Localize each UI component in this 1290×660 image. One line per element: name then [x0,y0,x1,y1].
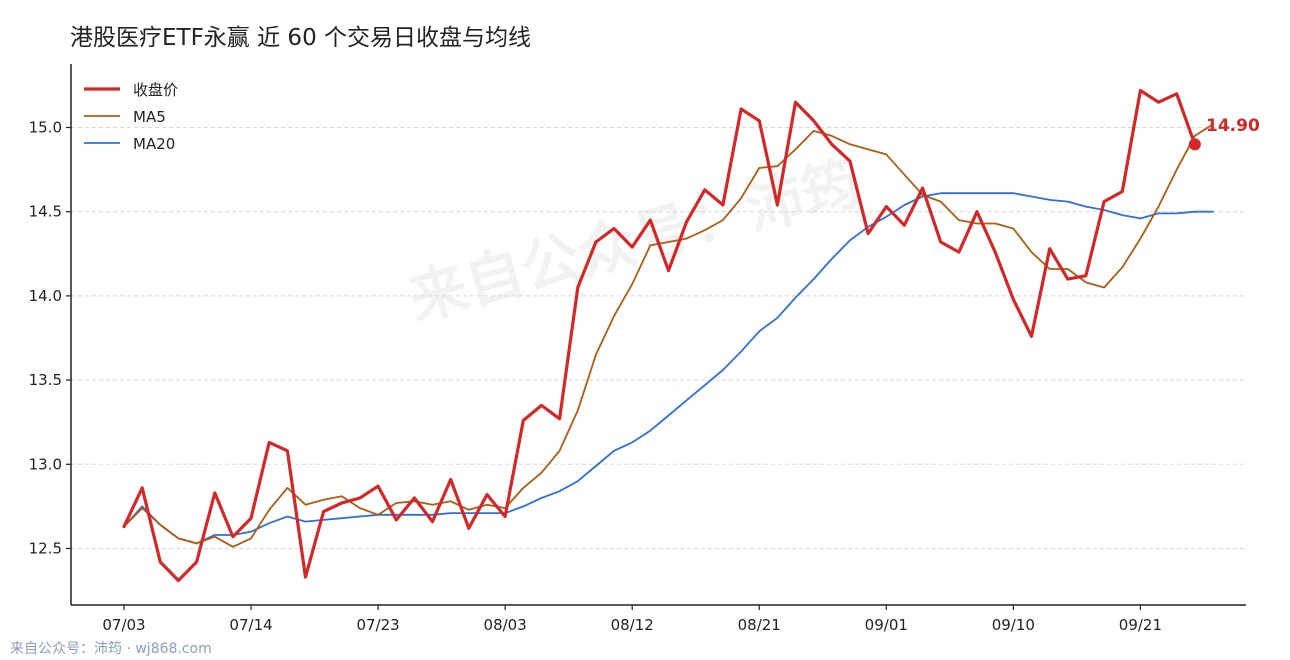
tick-labels: 12.5 13.0 13.5 14.0 14.5 15.0 07/03 07/14 07/23 0… [29,119,1162,635]
x-tick-label: 08/12 [611,616,654,634]
y-tick-label: 13.5 [29,371,62,389]
series-line-close [122,88,1197,583]
series-line-ma20 [123,192,1214,545]
chart-title: 港股医疗ETF永赢 近 60 个交易日收盘与均线 [70,25,532,51]
x-tick-label: 07/03 [102,616,145,634]
series-lines [122,88,1214,583]
y-tick-label: 14.5 [29,203,62,221]
last-point-dot [1188,138,1201,151]
last-point-label: 14.90 [1206,116,1260,136]
series-line-ma5 [123,123,1214,548]
x-tick-label: 09/21 [1119,616,1162,634]
legend-label: MA5 [133,108,166,126]
x-tick-label: 09/10 [992,616,1035,634]
axes [70,64,1246,606]
x-tick-label: 09/01 [865,616,908,634]
x-tick-label: 07/14 [229,616,272,634]
x-tick-label: 08/21 [738,616,781,634]
x-tick-label: 07/23 [356,616,399,634]
legend-label: 收盘价 [133,81,178,99]
last-point-marker: 14.90 [1188,116,1260,151]
y-tick-label: 14.0 [29,287,62,305]
legend: 收盘价 MA5 MA20 [84,81,178,153]
y-tick-label: 13.0 [29,455,62,473]
x-tick-label: 08/03 [484,616,527,634]
grid-lines [71,127,1246,549]
y-tick-label: 12.5 [29,540,62,558]
y-tick-label: 15.0 [29,119,62,137]
legend-label: MA20 [133,135,175,153]
footer-credit: 来自公众号：沛筠 · wj868.com [10,641,212,657]
